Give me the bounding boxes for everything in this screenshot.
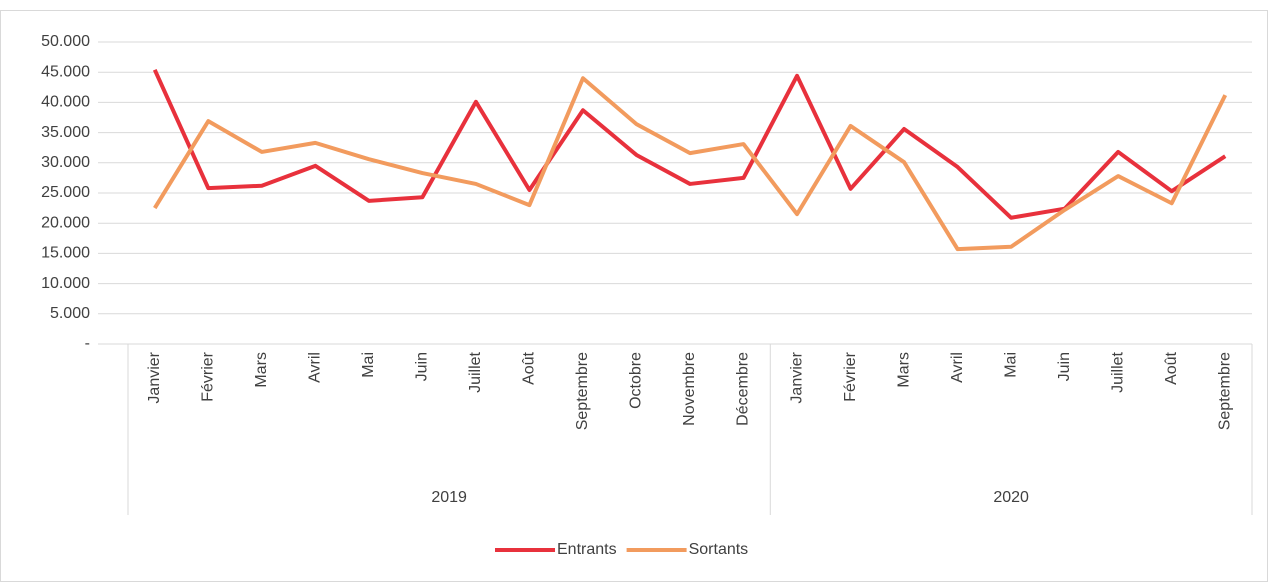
chart-border	[0, 10, 1268, 582]
x-tick-label: Novembre	[681, 352, 698, 426]
x-tick-label: Juin	[1056, 352, 1073, 381]
group-label: 2019	[431, 489, 467, 506]
x-tick-label: Février	[842, 351, 859, 401]
x-tick-label: Décembre	[735, 352, 752, 426]
y-tick-label: 15.000	[41, 245, 90, 262]
y-tick-label: 40.000	[41, 94, 90, 111]
x-tick-label: Janvier	[788, 351, 805, 403]
y-tick-label: 30.000	[41, 154, 90, 171]
x-tick-label: Mars	[895, 352, 912, 388]
legend-label: Entrants	[557, 541, 617, 558]
x-tick-label: Mai	[360, 352, 377, 378]
x-tick-label: Juin	[414, 352, 431, 381]
x-tick-label: Janvier	[146, 351, 163, 403]
y-tick-label: 25.000	[41, 184, 90, 201]
series-line	[152, 68, 1227, 220]
x-tick-label: Mai	[1002, 352, 1019, 378]
y-tick-label: -	[85, 335, 90, 352]
x-tick-label: Septembre	[574, 352, 591, 430]
x-tick-label: Juillet	[467, 351, 484, 392]
x-tick-label: Février	[200, 351, 217, 401]
x-tick-label: Octobre	[628, 352, 645, 409]
group-label: 2020	[993, 489, 1029, 506]
y-tick-label: 10.000	[41, 275, 90, 292]
x-tick-label: Mars	[253, 352, 270, 388]
x-tick-label: Avril	[949, 352, 966, 383]
x-tick-label: Août	[521, 351, 538, 384]
legend-label: Sortants	[689, 541, 749, 558]
x-tick-label: Août	[1163, 351, 1180, 384]
y-tick-label: 20.000	[41, 214, 90, 231]
y-tick-label: 5.000	[50, 305, 90, 322]
y-tick-label: 35.000	[41, 124, 90, 141]
x-tick-label: Avril	[307, 352, 324, 383]
y-tick-label: 45.000	[41, 63, 90, 80]
x-tick-label: Juillet	[1109, 351, 1126, 392]
x-tick-label: Septembre	[1216, 352, 1233, 430]
y-tick-label: 50.000	[41, 33, 90, 50]
series-line	[153, 76, 1228, 252]
